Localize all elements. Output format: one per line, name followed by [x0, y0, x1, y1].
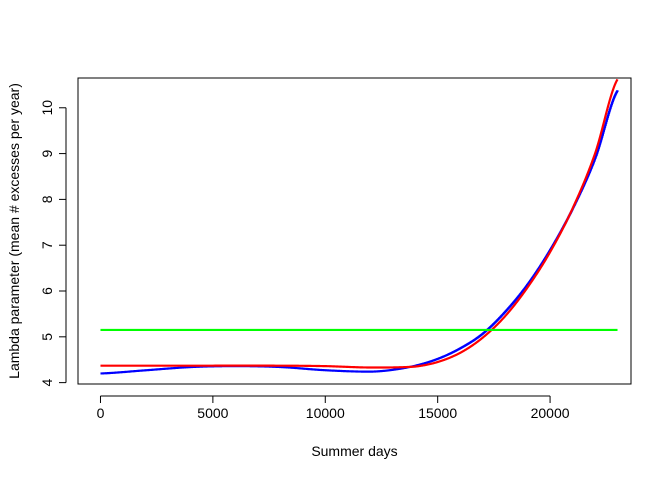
plot-frame	[77, 77, 632, 385]
plot-lines	[100, 78, 619, 375]
y-tick-label: 7	[39, 241, 55, 249]
x-tick-label: 20000	[531, 405, 570, 421]
x-axis-label: Summer days	[311, 443, 397, 459]
y-tick-label: 6	[39, 287, 55, 295]
y-tick-label: 10	[39, 100, 55, 116]
y-tick-label: 8	[39, 195, 55, 203]
x-tick-label: 0	[97, 405, 105, 421]
x-tick-label: 15000	[418, 405, 457, 421]
y-axis: 4 5 6 7 8 9 10	[39, 100, 67, 387]
y-tick-label: 4	[39, 379, 55, 387]
y-tick-label: 5	[39, 333, 55, 341]
y-axis-label: Lambda parameter (mean # excesses per ye…	[6, 83, 22, 379]
x-axis: 0 5000 10000 15000 20000	[97, 395, 570, 421]
y-tick-label: 9	[39, 149, 55, 157]
x-tick-label: 5000	[197, 405, 228, 421]
x-tick-label: 10000	[306, 405, 345, 421]
series-line-2	[100, 78, 619, 369]
